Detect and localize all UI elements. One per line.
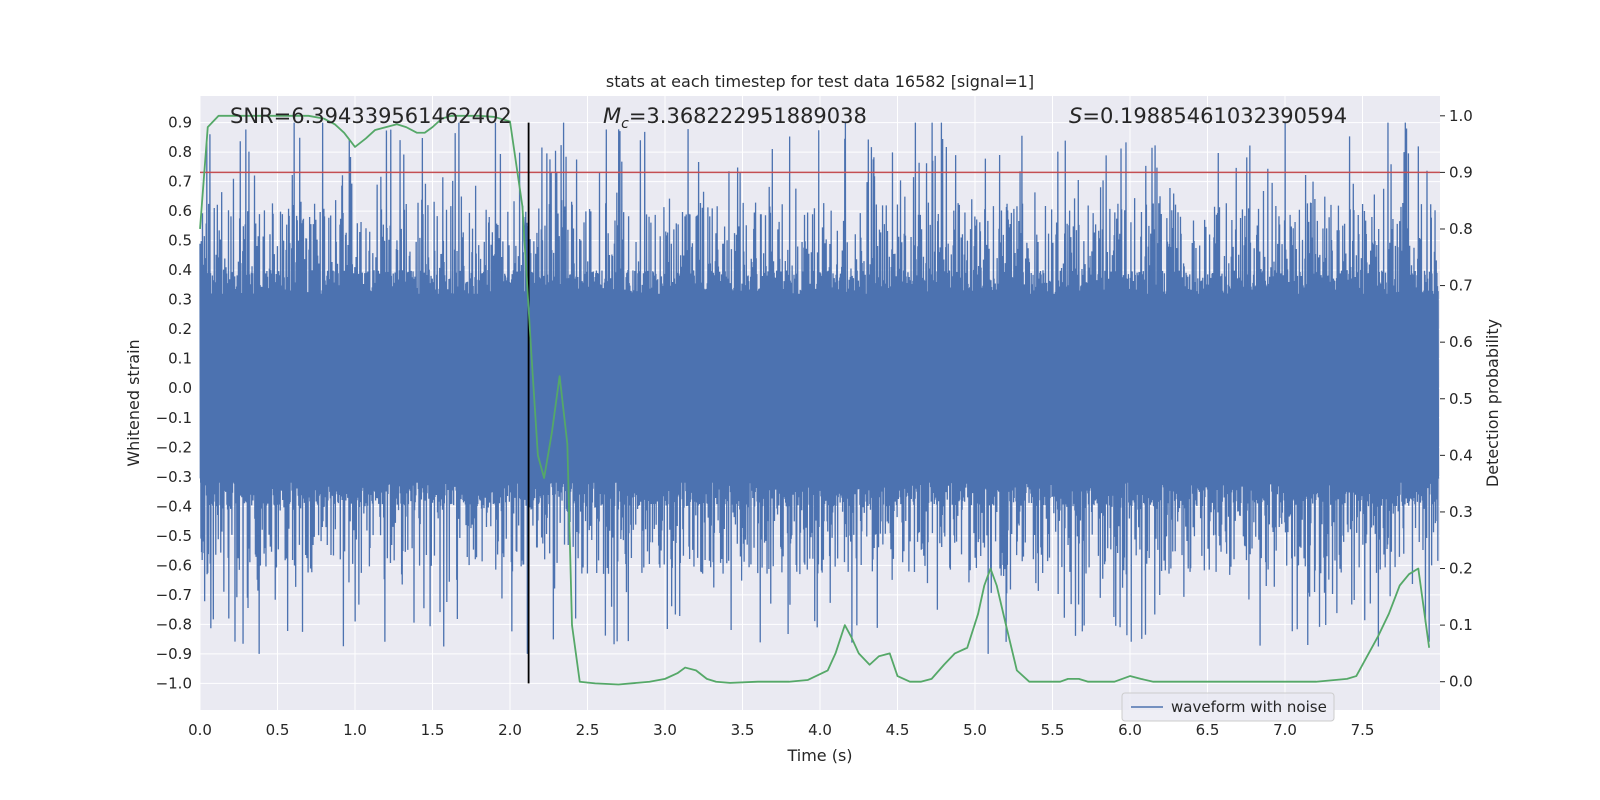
y-tick-label: 0.5	[168, 232, 192, 250]
chirp-mass-symbol: M	[603, 104, 621, 128]
y-tick-label: 0.0	[168, 379, 192, 397]
noise-waveform	[199, 122, 1440, 654]
y2-tick-label: 0.4	[1449, 446, 1473, 464]
x-tick-label: 3.0	[653, 721, 677, 739]
y-tick-label: −0.6	[156, 556, 192, 574]
y-tick-label: −0.8	[156, 615, 192, 633]
chart-title: stats at each timestep for test data 165…	[606, 72, 1034, 91]
y-tick-label: −0.2	[156, 438, 192, 456]
y2-tick-label: 0.6	[1449, 333, 1473, 351]
y2-tick-label: 0.9	[1449, 163, 1473, 181]
y-axis-label: Whitened strain	[124, 339, 143, 466]
y2-tick-label: 0.1	[1449, 616, 1473, 634]
x-tick-label: 3.5	[731, 721, 755, 739]
y2-tick-label: 0.0	[1449, 673, 1473, 691]
x-tick-label: 0.5	[266, 721, 290, 739]
x-tick-label: 4.0	[808, 721, 832, 739]
x-tick-label: 4.5	[886, 721, 910, 739]
y-tick-label: 0.4	[168, 261, 192, 279]
y-tick-label: −1.0	[156, 674, 192, 692]
s-symbol: S	[1069, 104, 1082, 128]
x-tick-label: 5.0	[963, 721, 987, 739]
x-tick-label: 0.0	[188, 721, 212, 739]
y2-tick-label: 0.3	[1449, 503, 1473, 521]
y-tick-label: 0.8	[168, 143, 192, 161]
x-tick-label: 6.0	[1118, 721, 1142, 739]
s-annotation: S=0.19885461032390594	[1069, 104, 1347, 128]
y-tick-label: −0.7	[156, 586, 192, 604]
y-tick-label: −0.4	[156, 497, 192, 515]
y2-tick-label: 0.2	[1449, 560, 1473, 578]
x-tick-label: 1.5	[421, 721, 445, 739]
chirp-mass-annotation: Mc=3.368222951889038	[603, 104, 867, 132]
s-value: =0.19885461032390594	[1082, 104, 1347, 128]
y-tick-label: 0.7	[168, 173, 192, 191]
x-tick-label: 2.0	[498, 721, 522, 739]
y2-tick-label: 0.5	[1449, 390, 1473, 408]
chirp-mass-value: =3.368222951889038	[629, 104, 867, 128]
y-tick-label: 0.3	[168, 291, 192, 309]
y-tick-label: −0.3	[156, 468, 192, 486]
x-tick-label: 7.0	[1273, 721, 1297, 739]
axis-ticks: 0.0 0.5 1.0 1.5 2.0 2.5 3.0 3.5 4.0 4.5 5.0 5.5 6.0 6…	[156, 107, 1473, 739]
x-tick-label: 2.5	[576, 721, 600, 739]
snr-annotation: SNR=6.394339561462402	[230, 104, 512, 128]
y-tick-label: 0.2	[168, 320, 192, 338]
detection-probability-line	[199, 114, 1431, 686]
y-tick-label: −0.5	[156, 527, 192, 545]
y-tick-label: 0.6	[168, 202, 192, 220]
y2-tick-label: 1.0	[1449, 107, 1473, 125]
x-axis-label: Time (s)	[786, 746, 852, 765]
y-tick-label: 0.1	[168, 350, 192, 368]
y2-tick-label: 0.8	[1449, 220, 1473, 238]
x-tick-label: 1.0	[343, 721, 367, 739]
y2-tick-label: 0.7	[1449, 277, 1473, 295]
overlay-lines	[199, 114, 1440, 686]
y-tick-label: 0.9	[168, 114, 192, 132]
y-tick-label: −0.9	[156, 645, 192, 663]
legend: waveform with noise	[1121, 692, 1335, 722]
x-tick-label: 5.5	[1041, 721, 1065, 739]
x-tick-label: 7.5	[1351, 721, 1375, 739]
x-tick-label: 6.5	[1196, 721, 1220, 739]
y-tick-label: −0.1	[156, 409, 192, 427]
legend-box	[1121, 692, 1335, 722]
noise-waveform-core	[200, 293, 1439, 483]
legend-noise-label: waveform with noise	[1171, 698, 1327, 716]
y2-axis-label: Detection probability	[1483, 319, 1502, 487]
chirp-mass-subscript: c	[621, 116, 629, 132]
